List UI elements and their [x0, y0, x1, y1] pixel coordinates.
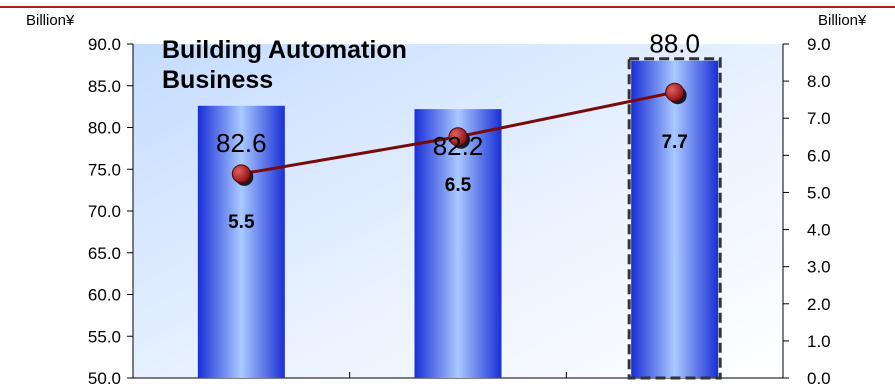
- line-value-label: 7.7: [661, 132, 687, 153]
- bar: [414, 109, 502, 378]
- left-tick-label: 80.0: [88, 119, 121, 138]
- right-tick-label: 6.0: [807, 146, 831, 165]
- bar-value-label: 82.2: [433, 131, 484, 161]
- left-axis-unit: Billion¥: [26, 12, 75, 29]
- line-marker: [231, 164, 251, 184]
- top-rule: [0, 6, 895, 8]
- left-tick-label: 70.0: [88, 202, 121, 221]
- left-tick-label: 75.0: [88, 160, 121, 179]
- right-axis-unit: Billion¥: [818, 12, 867, 29]
- chart-title-line-2: Business: [162, 66, 274, 94]
- left-tick-label: 50.0: [88, 369, 121, 388]
- right-tick-label: 8.0: [807, 72, 831, 91]
- left-tick-label: 65.0: [88, 244, 121, 263]
- line-marker: [448, 127, 468, 147]
- right-tick-label: 1.0: [807, 332, 831, 351]
- line-marker: [665, 82, 685, 102]
- right-tick-label: 7.0: [807, 109, 831, 128]
- bars: [197, 57, 722, 380]
- right-tick-label: 4.0: [807, 221, 831, 240]
- bar: [197, 105, 285, 378]
- bar-value-label: 88.0: [649, 29, 700, 59]
- chart-title-line-1: Building Automation: [162, 36, 407, 64]
- axes: 50.0 55.0 60.0 65.0 70.0 75.0 80.0 85.0 90.0 0.0 1…: [88, 35, 831, 388]
- bar: [631, 60, 719, 378]
- right-tick-label: 2.0: [807, 295, 831, 314]
- left-tick-label: 60.0: [88, 286, 121, 305]
- line-value-label: 5.5: [228, 212, 255, 233]
- left-tick-label: 55.0: [88, 327, 121, 346]
- right-tick-label: 5.0: [807, 183, 831, 202]
- right-tick-label: 3.0: [807, 258, 831, 277]
- line-value-label: 6.5: [445, 175, 472, 196]
- right-tick-label: 9.0: [807, 35, 831, 54]
- right-tick-label: 0.0: [807, 369, 831, 388]
- data-labels: 82.6 82.2 88.0 5.5 6.5 7.7: [216, 29, 700, 233]
- bar-value-label: 82.6: [216, 128, 267, 158]
- left-tick-label: 85.0: [88, 77, 121, 96]
- highlight-box: [627, 57, 722, 380]
- line-series: [231, 82, 687, 186]
- left-tick-label: 90.0: [88, 35, 121, 54]
